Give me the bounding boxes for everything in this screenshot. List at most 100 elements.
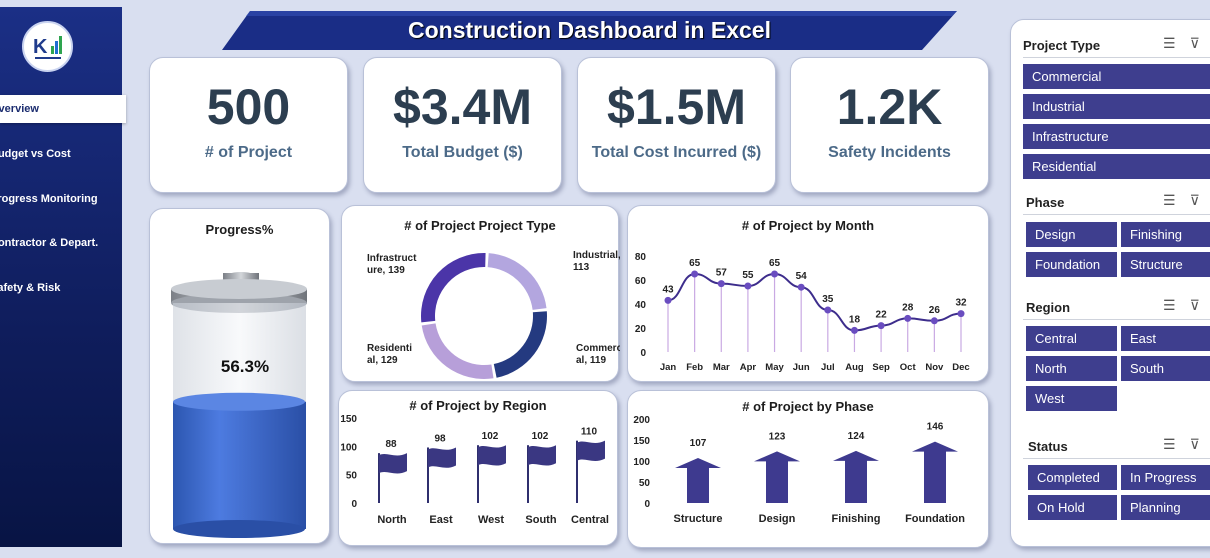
chart-title: # of Project by Region [409,398,547,413]
slicer-item-industrial[interactable]: Industrial [1023,94,1210,119]
donut-label: al, 129 [367,355,398,366]
nav-safety-risk[interactable]: Safety & Risk [0,282,61,294]
data-point [744,282,752,290]
y-tick-label: 0 [640,348,646,359]
slicer-item-planning[interactable]: Planning [1121,495,1210,520]
nav-budget-vs-cost[interactable]: Budget vs Cost [0,148,71,160]
clear-filter-icon[interactable]: ⊽ [1189,35,1200,51]
x-tick-label: Jul [821,362,835,373]
donut-label: 113 [573,262,590,273]
kpi-card-projects: 500 # of Project [149,57,348,193]
clear-filter-icon[interactable]: ⊽ [1189,436,1200,452]
arrow-bar-structure [675,458,721,503]
svg-text:K: K [33,36,48,58]
flag-bar-south [528,445,556,466]
data-label: 102 [482,431,499,442]
data-point [797,283,805,291]
data-label: 146 [927,422,944,433]
clear-filter-icon[interactable]: ⊽ [1189,297,1200,313]
slicer-item-design[interactable]: Design [1026,222,1117,247]
x-tick-label: Nov [925,362,944,373]
flag-bar-central [577,440,605,461]
data-point [771,270,779,278]
kpi-label: Total Cost Incurred ($) [591,144,762,161]
slicer-item-finishing[interactable]: Finishing [1121,222,1210,247]
data-label: 55 [742,270,754,281]
donut-label: Infrastruct [367,253,417,264]
kpi-value: $1.5M [607,79,746,135]
nav-contractor-depart[interactable]: Contractor & Depart. [0,237,99,249]
slicer-title-phase: Phase [1026,195,1065,210]
donut-label: Industrial, [573,250,620,261]
x-tick-label: Aug [845,362,864,373]
data-label: 43 [662,284,674,295]
x-tick-label: Sep [872,362,890,373]
x-tick-label: Mar [713,362,730,373]
slicer-item-commercial[interactable]: Commercial [1023,64,1210,89]
multi-select-icon[interactable]: ☰ [1163,297,1176,313]
kpi-label: Safety Incidents [828,144,951,161]
flag-bar-north [379,453,407,474]
x-tick-label: Finishing [832,513,881,525]
phase-chart-card: # of Project by Phase 0 50 100 150 200 107 Str… [627,390,989,548]
slicer-item-in-progress[interactable]: In Progress [1121,465,1210,490]
slicer-item-residential[interactable]: Residential [1023,154,1210,179]
y-tick-label: 150 [633,436,650,447]
data-point [930,317,938,325]
y-tick-label: 60 [635,276,647,287]
kpi-label: # of Project [204,144,293,161]
y-tick-label: 0 [644,499,650,510]
slicer-item-east[interactable]: East [1121,326,1210,351]
data-label: 65 [689,258,701,269]
kpi-value: $3.4M [393,79,532,135]
slicer-item-west[interactable]: West [1026,386,1117,411]
x-tick-label: Apr [740,362,757,373]
x-tick-label: South [525,514,556,526]
data-label: 35 [822,294,834,305]
region-chart: 0 50 100 150 88 North 98 East 102 West 102 South 110… [340,414,609,526]
clear-filter-icon[interactable]: ⊽ [1189,192,1200,208]
x-tick-label: Jan [660,362,677,373]
slicer-item-structure[interactable]: Structure [1121,252,1210,277]
multi-select-icon[interactable]: ☰ [1163,436,1176,452]
flag-bar-west [478,445,506,466]
donut-chart: Industrial,113 Commercial, 119 Residential… [367,250,620,379]
slicer-item-completed[interactable]: Completed [1028,465,1117,490]
multi-select-icon[interactable]: ☰ [1163,192,1176,208]
data-point [904,314,912,322]
data-label: 54 [796,271,808,282]
slicer-item-south[interactable]: South [1121,356,1210,381]
phase-chart: 0 50 100 150 200 107 Structure 123 Design 124 Fini… [633,415,965,525]
multi-select-icon[interactable]: ☰ [1163,35,1176,51]
donut-slice-industrial [487,253,547,310]
y-tick-label: 20 [635,324,647,335]
data-label: 28 [902,302,914,313]
x-tick-label: West [478,514,504,526]
y-tick-label: 100 [340,442,357,453]
arrow-bar-foundation [912,441,958,503]
donut-slice-residential [421,323,494,379]
nav-overview[interactable]: Overview [0,95,126,123]
chart-title: # of Project Project Type [404,218,556,233]
data-label: 98 [434,433,446,444]
x-tick-label: Foundation [905,513,965,525]
donut-label: Residenti [367,343,412,354]
x-tick-label: East [429,514,453,526]
kpi-value: 500 [206,79,291,135]
slicer-item-on-hold[interactable]: On Hold [1028,495,1117,520]
slicer-item-foundation[interactable]: Foundation [1026,252,1117,277]
slicer-item-north[interactable]: North [1026,356,1117,381]
slicer-item-central[interactable]: Central [1026,326,1117,351]
company-logo: K [22,21,73,72]
data-point [664,296,672,304]
donut-label: al, 119 [576,355,606,366]
data-label: 32 [955,298,967,309]
slicer-item-infrastructure[interactable]: Infrastructure [1023,124,1210,149]
nav-progress-monitoring[interactable]: Progress Monitoring [0,193,98,205]
x-tick-label: Dec [952,362,969,373]
y-tick-label: 0 [351,499,357,510]
progress-title: Progress% [205,222,274,237]
project-type-chart-card: # of Project Project Type Industrial, 113… [341,205,620,382]
progress-value: 56.3% [221,357,269,376]
donut-slice-commercial [493,311,547,378]
